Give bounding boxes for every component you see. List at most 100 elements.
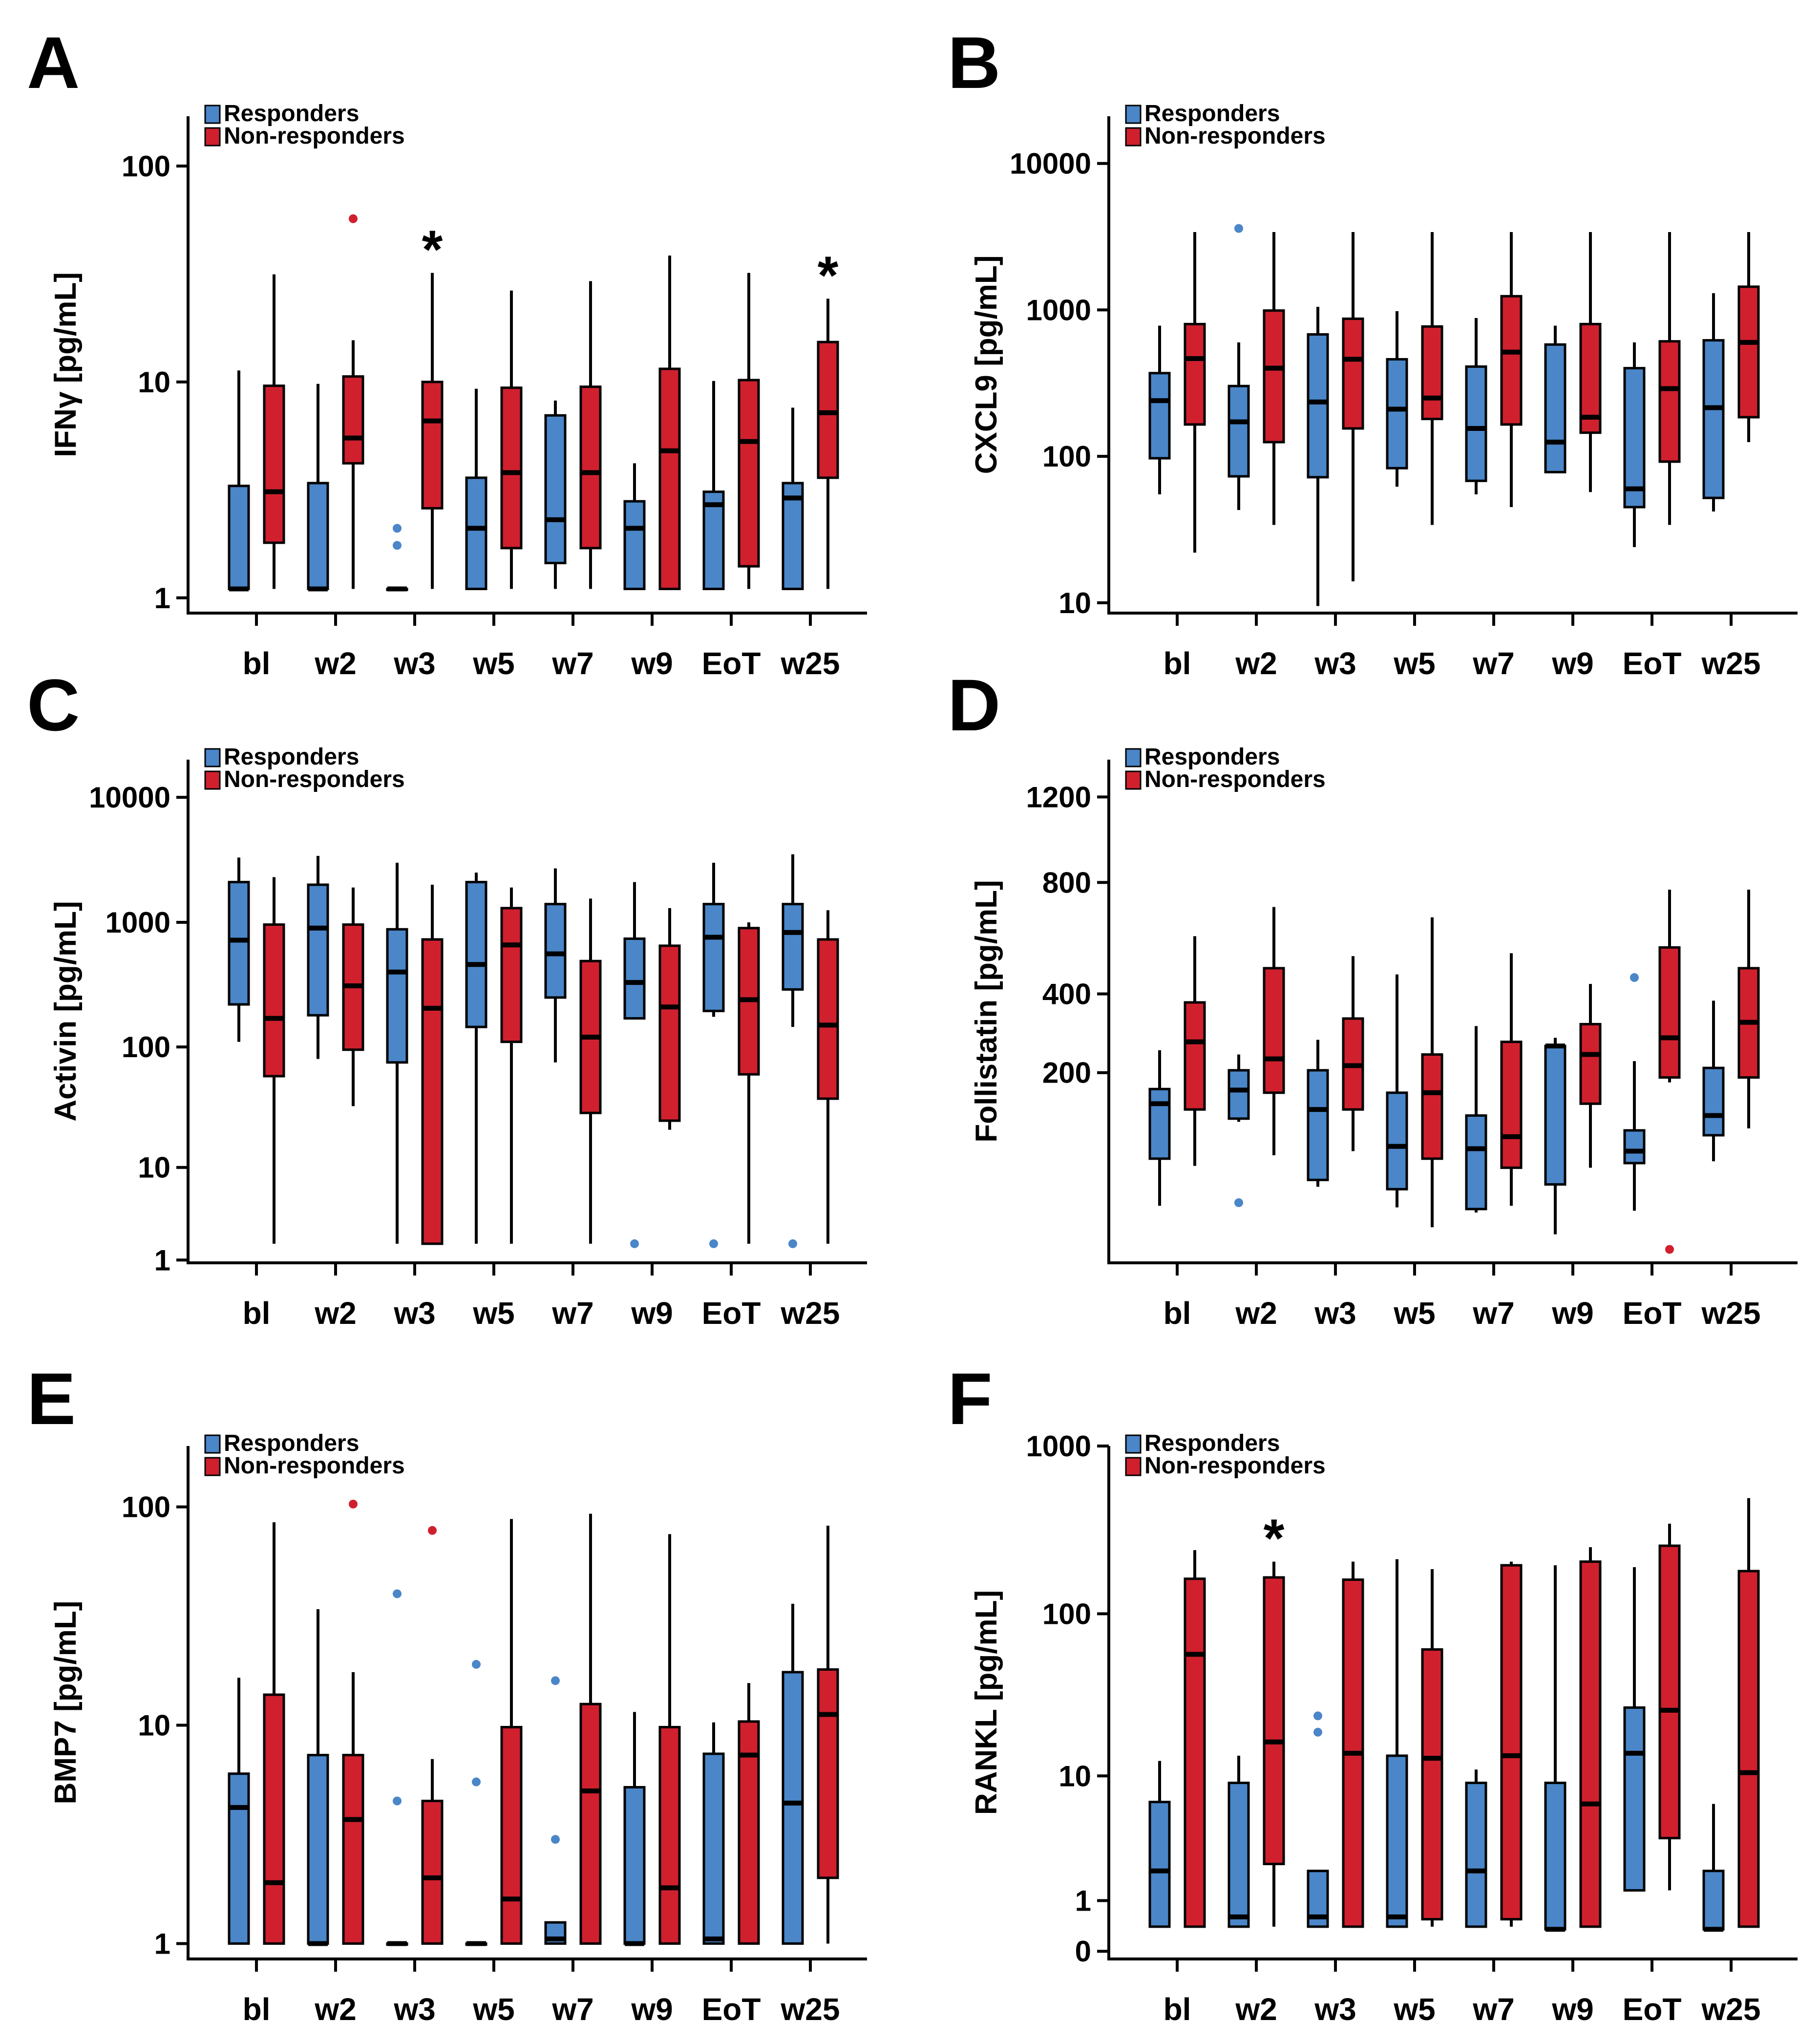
box-body <box>1737 1570 1760 1928</box>
legend-label-responders: Responders <box>1144 1430 1280 1456</box>
x-tick-label-w2: w2 <box>1235 1992 1277 2027</box>
box-body <box>1579 322 1602 434</box>
box-body <box>1386 1091 1408 1191</box>
box-body <box>1421 325 1443 421</box>
x-tick-label-eot: EoT <box>1623 646 1682 681</box>
x-tick-label-w5: w5 <box>1393 646 1435 681</box>
legend-swatch-responders <box>1125 1434 1142 1454</box>
panel-c: C 1 10 100 1000 10000 bl w2 w3 w5 w7 w9 EoT w25 Activi… <box>27 664 867 1331</box>
box-non-responders-w5 <box>500 290 523 589</box>
box-body <box>782 903 804 991</box>
box-body <box>1227 1782 1250 1928</box>
box-non-responders-w3 <box>1342 1561 1364 1928</box>
outlier-point <box>1234 1198 1243 1207</box>
box-responders-w9 <box>623 882 646 1248</box>
box-non-responders-w9 <box>658 1534 681 1945</box>
box-non-responders-eot <box>1658 1524 1681 1891</box>
x-tick-label-eot: EoT <box>702 646 761 681</box>
box-body <box>817 1668 839 1879</box>
box-non-responders-w25 <box>1737 890 1760 1128</box>
y-axis-title: CXCL9 [pg/mL] <box>970 255 1003 474</box>
x-tick-label-bl: bl <box>1164 1992 1191 2027</box>
box-non-responders-w3 <box>421 1526 444 1945</box>
box-non-responders-w2 <box>342 1499 364 1945</box>
box-responders-w7 <box>1465 318 1487 494</box>
box-body <box>544 414 567 564</box>
box-responders-w25 <box>1702 293 1725 512</box>
y-tick-label: 10 <box>1058 1760 1091 1792</box>
x-tick-label-eot: EoT <box>702 1296 761 1331</box>
box-body <box>1623 1129 1646 1165</box>
box-body <box>1148 372 1171 460</box>
box-non-responders-w25 <box>817 298 839 589</box>
box-responders-w25 <box>1702 1804 1725 1932</box>
x-tick-label-w9: w9 <box>631 646 673 681</box>
box-responders-bl <box>1148 1761 1171 1928</box>
box-non-responders-w7 <box>1500 232 1523 508</box>
panel-letter: B <box>948 21 1000 104</box>
box-body <box>658 367 681 591</box>
box-non-responders-eot <box>738 1683 760 1945</box>
box-non-responders-bl <box>1184 232 1206 553</box>
x-tick-label-w7: w7 <box>551 646 593 681</box>
box-responders-bl <box>228 370 250 592</box>
box-responders-w3 <box>386 1589 408 1946</box>
box-body <box>342 1754 364 1945</box>
legend-swatch-non-responders <box>1125 1457 1142 1476</box>
box-responders-w2 <box>307 856 329 1059</box>
y-tick-label: 100 <box>122 1491 170 1524</box>
box-responders-w25 <box>1702 1000 1725 1162</box>
x-tick-label-w3: w3 <box>393 646 435 681</box>
outlier-point <box>551 1835 560 1844</box>
panel-letter: A <box>27 21 80 104</box>
x-tick-label-w5: w5 <box>1393 1992 1435 2027</box>
outlier-point <box>472 1777 481 1787</box>
box-non-responders-w5 <box>500 1519 523 1945</box>
x-tick-label-eot: EoT <box>1623 1992 1682 2027</box>
y-tick-label: 10 <box>138 366 170 399</box>
x-tick-label-w7: w7 <box>551 1992 593 2027</box>
box-non-responders-w3 <box>1342 956 1364 1151</box>
x-tick-label-w2: w2 <box>314 1296 356 1331</box>
legend-label-non-responders: Non-responders <box>1144 1453 1326 1479</box>
box-responders-w2 <box>307 1609 329 1946</box>
panel-letter: F <box>948 1358 993 1440</box>
box-body <box>263 384 285 544</box>
box-non-responders-eot <box>738 922 760 1244</box>
y-tick-label: 100 <box>1042 440 1091 473</box>
outlier-point <box>709 1239 718 1248</box>
panel-d: D 200 400 800 1200 bl w2 w3 w5 w7 w9 EoT w25 Follista… <box>948 664 1798 1331</box>
box-non-responders-eot <box>1658 890 1681 1254</box>
box-non-responders-eot <box>1658 232 1681 525</box>
significance-star: * <box>422 220 443 280</box>
x-tick-label-w25: w25 <box>1701 1992 1761 2027</box>
box-non-responders-w9 <box>1579 232 1602 492</box>
box-responders-eot <box>702 862 725 1248</box>
box-body <box>307 1754 329 1945</box>
x-tick-label-bl: bl <box>243 646 271 681</box>
box-responders-w7 <box>1465 1026 1487 1213</box>
box-non-responders-w9 <box>658 255 681 591</box>
box-non-responders-w9 <box>658 908 681 1130</box>
outlier-point <box>393 541 402 550</box>
box-body <box>1342 317 1364 430</box>
box-non-responders-w5 <box>1421 1569 1443 1927</box>
box-responders-eot <box>1623 1567 1646 1892</box>
box-responders-w5 <box>1386 974 1408 1208</box>
outlier-point <box>393 1589 402 1598</box>
box-responders-w5 <box>1386 1559 1408 1928</box>
box-body <box>1702 1066 1725 1137</box>
legend-label-non-responders: Non-responders <box>1144 766 1326 792</box>
box-responders-eot <box>702 1722 725 1945</box>
box-body <box>1579 1560 1602 1928</box>
y-tick-label: 1000 <box>106 906 170 939</box>
panel-e: E 1 10 100 bl w2 w3 w5 w7 w9 EoT w25 BMP7 [pg/mL] Res… <box>27 1358 867 2027</box>
panel-a: A 1 10 100 bl w2 w3 w5 w7 w9 EoT w25 IFNγ [pg/mL] Res… <box>27 21 867 681</box>
box-body <box>1500 1564 1523 1921</box>
box-body <box>702 903 725 1012</box>
legend-label-non-responders: Non-responders <box>1144 123 1326 149</box>
box-responders-w9 <box>1544 325 1566 473</box>
